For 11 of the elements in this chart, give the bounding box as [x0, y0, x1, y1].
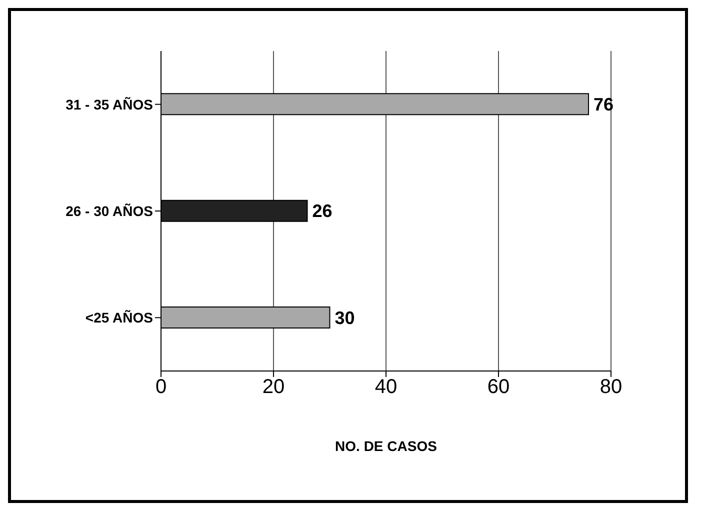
data-label: 30 [334, 308, 355, 328]
y-tick-label: 31 - 35 AÑOS [66, 96, 153, 112]
y-tick-label: 26 - 30 AÑOS [66, 202, 153, 219]
data-label: 26 [312, 201, 332, 222]
x-tick-label: 60 [487, 376, 510, 398]
y-tick-label: <25 AÑOS [85, 310, 153, 326]
x-tick-label: 20 [262, 376, 285, 398]
x-axis-title: NO. DE CASOS [335, 438, 437, 454]
x-tick-label: 80 [600, 376, 622, 398]
x-tick-label: 0 [155, 376, 167, 398]
x-tick-label: 40 [374, 376, 398, 398]
